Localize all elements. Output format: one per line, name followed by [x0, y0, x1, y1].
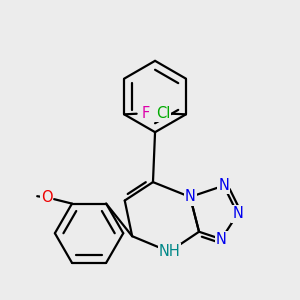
Text: N: N	[185, 190, 196, 205]
Text: N: N	[218, 178, 229, 193]
Text: F: F	[141, 106, 150, 121]
Text: NH: NH	[158, 244, 180, 259]
Text: N: N	[232, 206, 243, 221]
Text: O: O	[41, 190, 52, 205]
Text: N: N	[216, 232, 227, 247]
Text: Cl: Cl	[156, 106, 170, 121]
